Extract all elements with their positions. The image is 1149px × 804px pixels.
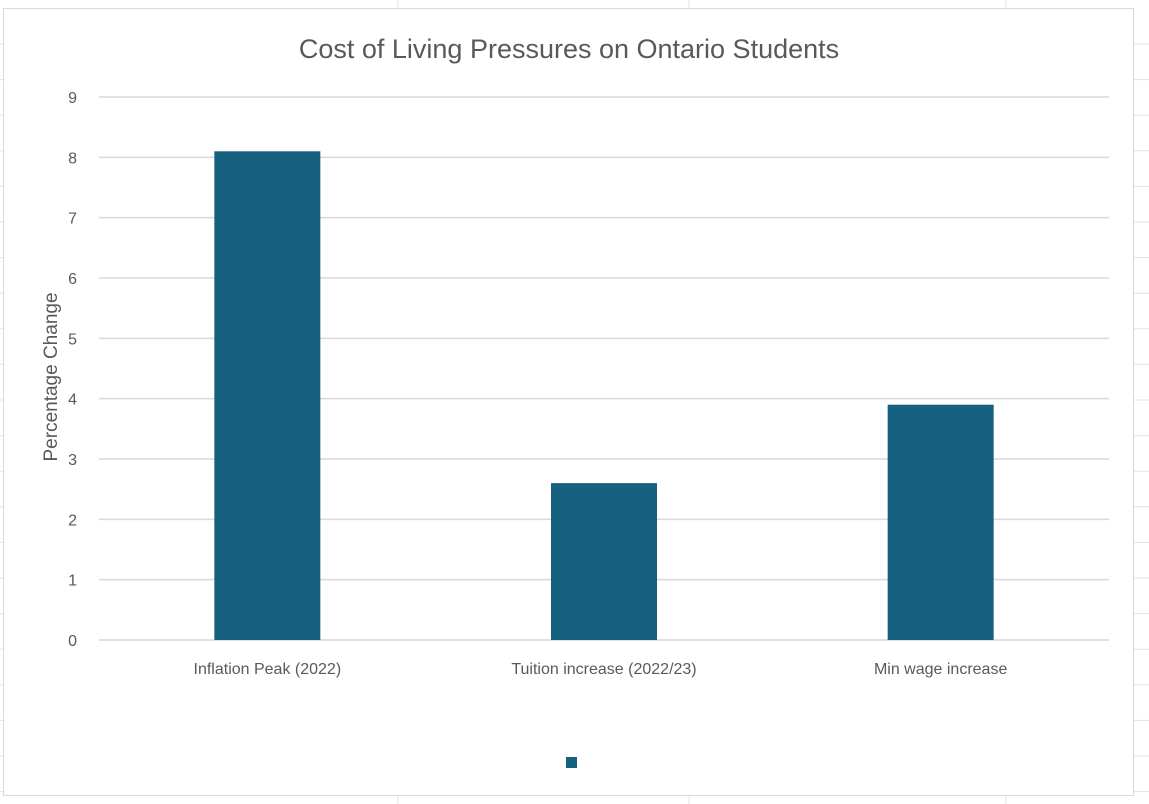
bar[interactable] bbox=[214, 151, 321, 641]
x-tick-label: Min wage increase bbox=[874, 661, 1008, 678]
y-tick-label: 0 bbox=[68, 633, 77, 650]
y-axis-title: Percentage Change bbox=[41, 292, 62, 461]
y-tick-label: 8 bbox=[68, 150, 77, 167]
bars bbox=[214, 151, 994, 641]
y-tick-label: 9 bbox=[68, 90, 77, 107]
y-axis-ticks: 0 1 2 3 4 5 6 7 8 9 bbox=[68, 90, 77, 650]
chart-title: Cost of Living Pressures on Ontario Stud… bbox=[299, 34, 839, 64]
y-tick-label: 1 bbox=[68, 573, 77, 590]
y-tick-label: 2 bbox=[68, 512, 77, 529]
y-tick-label: 7 bbox=[68, 211, 77, 228]
y-tick-label: 6 bbox=[68, 271, 77, 288]
x-tick-label: Inflation Peak (2022) bbox=[194, 661, 342, 678]
bar[interactable] bbox=[887, 404, 994, 640]
y-tick-label: 3 bbox=[68, 452, 77, 469]
chart-svg: Cost of Living Pressures on Ontario Stud… bbox=[41, 34, 1109, 768]
legend-swatch bbox=[566, 757, 577, 768]
y-tick-label: 5 bbox=[68, 331, 77, 348]
y-tick-label: 4 bbox=[68, 392, 77, 409]
x-tick-label: Tuition increase (2022/23) bbox=[511, 661, 696, 678]
bar[interactable] bbox=[551, 483, 657, 640]
chart-area[interactable]: Cost of Living Pressures on Ontario Stud… bbox=[3, 8, 1134, 796]
x-axis-ticks: Inflation Peak (2022) Tuition increase (2… bbox=[194, 661, 1008, 678]
